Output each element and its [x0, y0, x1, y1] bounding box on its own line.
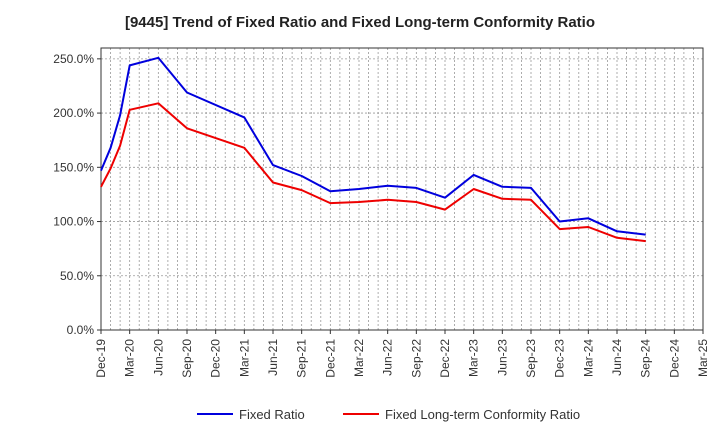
y-tick-label: 50.0% [60, 269, 94, 283]
x-tick-label: Sep-20 [180, 339, 194, 378]
x-tick-label: Mar-22 [352, 339, 366, 377]
x-tick-label: Sep-24 [639, 339, 653, 378]
x-tick-label: Jun-22 [381, 339, 395, 376]
legend-label-fixed-ratio: Fixed Ratio [239, 407, 305, 422]
y-tick-label: 250.0% [53, 52, 94, 66]
y-tick-label: 0.0% [67, 323, 95, 337]
series-line-fixed-long-term-conformity-ratio [100, 102, 646, 243]
chart-title: [9445] Trend of Fixed Ratio and Fixed Lo… [124, 14, 596, 31]
x-tick-label: Sep-21 [295, 339, 309, 378]
x-tick-label: Jun-24 [610, 339, 624, 376]
x-tick-label: Mar-25 [696, 339, 710, 377]
plot-frame [100, 47, 704, 331]
x-tick-label: Mar-24 [581, 339, 595, 377]
x-tick-label: Mar-23 [467, 339, 481, 377]
x-tick-label: Dec-24 [667, 339, 681, 378]
x-tick-label: Jun-21 [266, 339, 280, 376]
series-line-fixed-ratio [100, 56, 646, 236]
x-tick-label: Jun-20 [151, 339, 165, 376]
x-tick-label: Dec-20 [209, 339, 223, 378]
y-tick-label: 150.0% [53, 160, 94, 174]
legend-label-fixed-long-term-conformity-ratio: Fixed Long-term Conformity Ratio [385, 407, 580, 422]
x-tick-label: Sep-22 [409, 339, 423, 378]
x-tick-label: Dec-19 [94, 339, 108, 378]
plot-area [101, 48, 703, 330]
x-tick-label: Jun-23 [495, 339, 509, 376]
x-tick-label: Mar-20 [123, 339, 137, 377]
x-tick-label: Dec-22 [438, 339, 452, 378]
x-tick-label: Sep-23 [524, 339, 538, 378]
x-tick-label: Dec-21 [323, 339, 337, 378]
x-tick-label: Mar-21 [237, 339, 251, 377]
y-tick-label: 200.0% [53, 106, 94, 120]
y-tick-label: 100.0% [53, 215, 94, 229]
x-tick-label: Dec-23 [553, 339, 567, 378]
